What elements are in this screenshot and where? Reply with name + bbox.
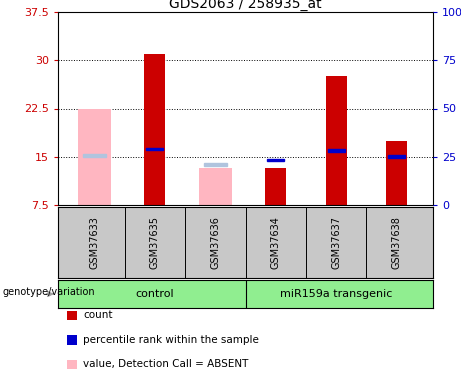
Bar	[325, 76, 347, 205]
Bar	[267, 159, 284, 161]
Text: GSM37636: GSM37636	[210, 216, 220, 269]
Title: GDS2063 / 258935_at: GDS2063 / 258935_at	[169, 0, 322, 11]
Bar	[204, 163, 227, 166]
Bar	[144, 54, 165, 205]
Text: genotype/variation: genotype/variation	[2, 287, 95, 297]
Text: GSM37637: GSM37637	[331, 216, 341, 269]
Text: count: count	[83, 310, 112, 321]
Text: GSM37638: GSM37638	[392, 216, 402, 269]
Bar	[388, 156, 405, 158]
Bar	[328, 149, 345, 152]
Bar	[146, 148, 163, 150]
Text: GSM37633: GSM37633	[89, 216, 99, 269]
Bar	[386, 141, 408, 205]
Text: miR159a transgenic: miR159a transgenic	[280, 289, 392, 299]
Bar	[83, 154, 106, 157]
Text: value, Detection Call = ABSENT: value, Detection Call = ABSENT	[83, 359, 248, 369]
Text: GSM37635: GSM37635	[150, 216, 160, 269]
Text: percentile rank within the sample: percentile rank within the sample	[83, 335, 259, 345]
Bar	[77, 108, 111, 205]
Text: control: control	[136, 289, 174, 299]
Text: GSM37634: GSM37634	[271, 216, 281, 269]
Bar	[199, 168, 232, 205]
Bar	[265, 168, 286, 205]
